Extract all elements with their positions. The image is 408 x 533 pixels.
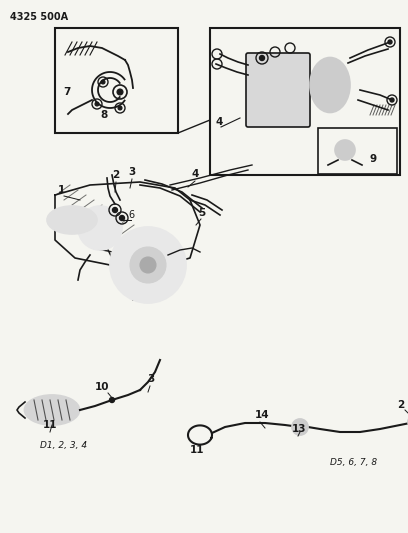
Circle shape (110, 227, 186, 303)
Circle shape (130, 247, 166, 283)
Text: 2: 2 (397, 400, 404, 410)
Text: 10: 10 (95, 382, 109, 392)
Text: 7: 7 (63, 87, 70, 97)
Circle shape (292, 419, 308, 435)
FancyBboxPatch shape (246, 53, 310, 127)
Bar (318, 128, 397, 174)
Text: 9: 9 (370, 154, 377, 164)
Circle shape (335, 140, 355, 160)
Circle shape (109, 398, 115, 402)
Text: 4: 4 (215, 117, 222, 127)
Text: 4: 4 (192, 169, 200, 179)
Circle shape (118, 106, 122, 110)
Circle shape (117, 89, 123, 95)
Circle shape (140, 257, 156, 273)
Text: 3: 3 (147, 374, 154, 384)
Text: 4325 500A: 4325 500A (10, 12, 68, 22)
Ellipse shape (310, 58, 350, 112)
Text: 3: 3 (128, 167, 135, 177)
Circle shape (120, 215, 124, 221)
Circle shape (113, 207, 118, 213)
Bar (55, 28, 178, 133)
Text: 6: 6 (128, 210, 134, 220)
Text: 1: 1 (58, 185, 65, 195)
Bar (210, 28, 400, 175)
Text: 5: 5 (198, 208, 205, 218)
Text: 2: 2 (112, 170, 119, 180)
Text: 11: 11 (190, 445, 204, 455)
Circle shape (390, 98, 394, 102)
Text: 11: 11 (43, 420, 58, 430)
Text: 8: 8 (100, 110, 107, 120)
Ellipse shape (47, 206, 97, 234)
Circle shape (259, 55, 264, 61)
Text: 14: 14 (255, 410, 270, 420)
Circle shape (101, 80, 105, 84)
Text: 13: 13 (292, 424, 306, 434)
Circle shape (78, 206, 122, 250)
Text: D1, 2, 3, 4: D1, 2, 3, 4 (40, 441, 87, 450)
Circle shape (388, 40, 392, 44)
Circle shape (95, 102, 99, 106)
Text: D5, 6, 7, 8: D5, 6, 7, 8 (330, 458, 377, 467)
Ellipse shape (24, 395, 80, 425)
